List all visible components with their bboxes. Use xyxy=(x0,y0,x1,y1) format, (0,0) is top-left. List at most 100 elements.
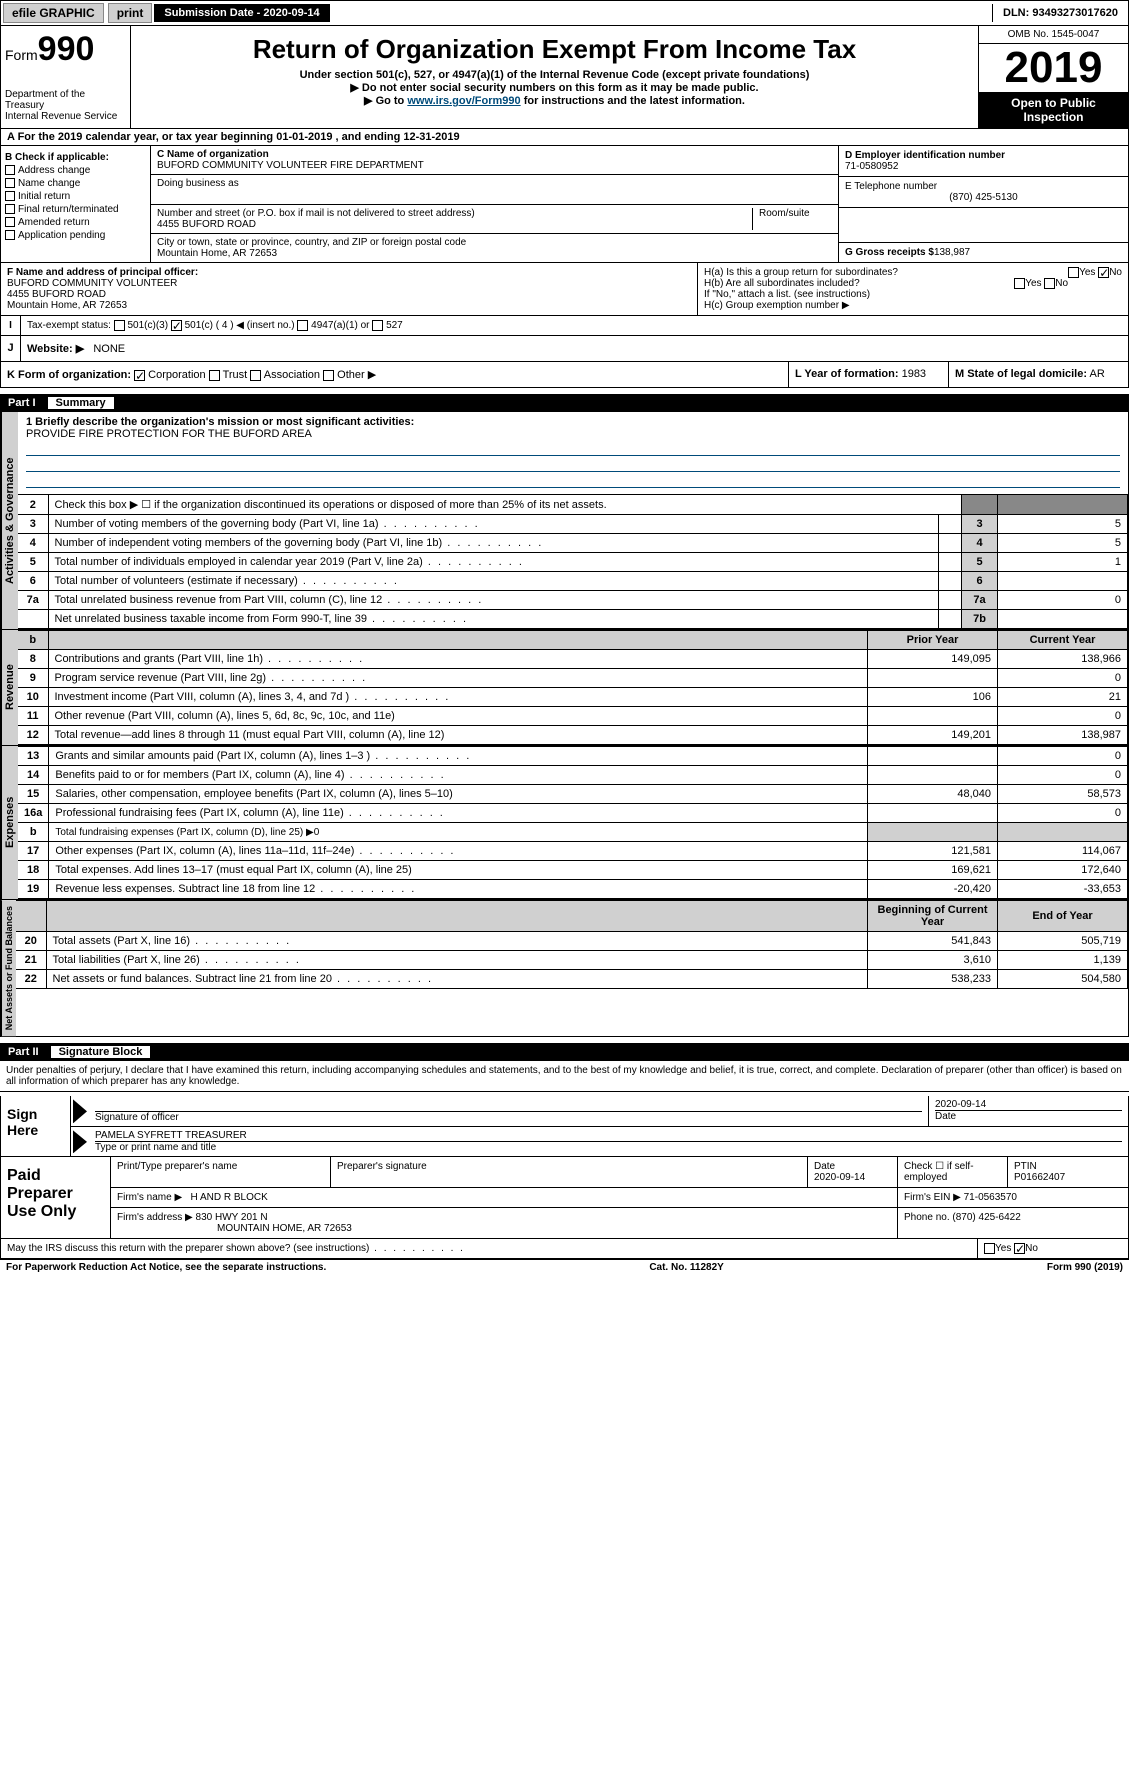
hb-yes-checkbox[interactable] xyxy=(1014,278,1025,289)
section-b-checks: B Check if applicable: Address change Na… xyxy=(1,146,151,262)
status-4947-checkbox[interactable] xyxy=(297,320,308,331)
table-row: 9Program service revenue (Part VIII, lin… xyxy=(18,669,1128,688)
street-label: Number and street (or P.O. box if mail i… xyxy=(157,208,752,219)
tax-year: 2019 xyxy=(979,44,1128,92)
print-name-label: Print/Type preparer's name xyxy=(111,1157,331,1187)
table-row: 6Total number of volunteers (estimate if… xyxy=(18,572,1128,591)
section-f-officer: F Name and address of principal officer:… xyxy=(1,263,698,315)
year-formation: 1983 xyxy=(902,368,926,380)
section-h: H(a) Is this a group return for subordin… xyxy=(698,263,1128,315)
sign-date-label: Date xyxy=(935,1110,1122,1122)
check-amended-return[interactable]: Amended return xyxy=(5,217,146,228)
ha-no-checkbox[interactable] xyxy=(1098,267,1109,278)
hb-no-checkbox[interactable] xyxy=(1044,278,1055,289)
arrow-icon xyxy=(73,1099,87,1123)
status-527-checkbox[interactable] xyxy=(372,320,383,331)
expenses-table: 13Grants and similar amounts paid (Part … xyxy=(18,746,1128,899)
type-print-label: Type or print name and title xyxy=(95,1141,1122,1153)
sign-here-section: Sign Here Signature of officer 2020-09-1… xyxy=(0,1096,1129,1157)
discuss-preparer-text: May the IRS discuss this return with the… xyxy=(7,1243,465,1254)
website-row: J Website: ▶ NONE xyxy=(0,336,1129,362)
table-row: 14Benefits paid to or for members (Part … xyxy=(18,766,1128,785)
check-application-pending[interactable]: Application pending xyxy=(5,230,146,241)
preparer-date: 2020-09-14 xyxy=(814,1172,865,1183)
korg-trust-checkbox[interactable] xyxy=(209,370,220,381)
check-name-change[interactable]: Name change xyxy=(5,178,146,189)
sign-date-value: 2020-09-14 xyxy=(935,1099,1122,1110)
korg-corp-checkbox[interactable] xyxy=(134,370,145,381)
side-label-governance: Activities & Governance xyxy=(1,412,18,629)
table-row: 7aTotal unrelated business revenue from … xyxy=(18,591,1128,610)
ha-row: H(a) Is this a group return for subordin… xyxy=(704,267,1122,278)
hb-note: If "No," attach a list. (see instruction… xyxy=(704,289,1122,300)
open-public-badge: Open to Public Inspection xyxy=(979,92,1128,128)
d-label: D Employer identification number xyxy=(845,150,1122,161)
preparer-sig-label: Preparer's signature xyxy=(331,1157,808,1187)
e-label: E Telephone number xyxy=(845,181,1122,192)
table-row: 12Total revenue—add lines 8 through 11 (… xyxy=(18,726,1128,745)
j-label: J xyxy=(1,336,21,361)
table-row: 13Grants and similar amounts paid (Part … xyxy=(18,747,1128,766)
i-label: I xyxy=(1,316,21,335)
header-left: Form990 Department of the Treasury Inter… xyxy=(1,26,131,128)
dln: DLN: 93493273017620 xyxy=(992,4,1128,22)
table-row: 21Total liabilities (Part X, line 26)3,6… xyxy=(16,951,1128,970)
section-c-name-address: C Name of organization BUFORD COMMUNITY … xyxy=(151,146,838,262)
paid-preparer-section: Paid Preparer Use Only Print/Type prepar… xyxy=(0,1157,1129,1260)
irs-link[interactable]: www.irs.gov/Form990 xyxy=(407,95,520,107)
side-label-expenses: Expenses xyxy=(1,746,18,899)
dept-label: Department of the Treasury xyxy=(5,89,126,111)
signature-declaration: Under penalties of perjury, I declare th… xyxy=(0,1061,1129,1092)
c-label: C Name of organization xyxy=(157,149,832,160)
table-row: 4Number of independent voting members of… xyxy=(18,534,1128,553)
governance-table: 2 Check this box ▶ ☐ if the organization… xyxy=(18,494,1128,629)
korg-assoc-checkbox[interactable] xyxy=(250,370,261,381)
entity-section: B Check if applicable: Address change Na… xyxy=(0,146,1129,263)
hb-row: H(b) Are all subordinates included? Yes … xyxy=(704,278,1122,289)
status-501c-checkbox[interactable] xyxy=(171,320,182,331)
table-row: 16aProfessional fundraising fees (Part I… xyxy=(18,804,1128,823)
g-label: G Gross receipts $ xyxy=(845,247,934,258)
efile-graphic-button[interactable]: efile GRAPHIC xyxy=(3,3,104,23)
check-final-return[interactable]: Final return/terminated xyxy=(5,204,146,215)
mission-text: PROVIDE FIRE PROTECTION FOR THE BUFORD A… xyxy=(26,428,1120,440)
ptin-value: P01662407 xyxy=(1014,1172,1065,1183)
print-button[interactable]: print xyxy=(108,3,153,23)
check-address-change[interactable]: Address change xyxy=(5,165,146,176)
city-value: Mountain Home, AR 72653 xyxy=(157,248,832,259)
status-501c3-checkbox[interactable] xyxy=(114,320,125,331)
discuss-no-checkbox[interactable] xyxy=(1014,1243,1025,1254)
room-suite-label: Room/suite xyxy=(752,208,832,230)
side-label-net-assets: Net Assets or Fund Balances xyxy=(1,900,16,1036)
korg-other-checkbox[interactable] xyxy=(323,370,334,381)
ha-yes-checkbox[interactable] xyxy=(1068,267,1079,278)
officer-name-title: PAMELA SYFRETT TREASURER xyxy=(95,1130,1122,1141)
section-d-e-g: D Employer identification number 71-0580… xyxy=(838,146,1128,262)
mission-block: 1 Briefly describe the organization's mi… xyxy=(18,412,1128,494)
discuss-yes-checkbox[interactable] xyxy=(984,1243,995,1254)
form-header: Form990 Department of the Treasury Inter… xyxy=(0,26,1129,129)
header-center: Return of Organization Exempt From Incom… xyxy=(131,26,978,128)
self-employed-check[interactable]: Check ☐ if self-employed xyxy=(898,1157,1008,1187)
irs-label: Internal Revenue Service xyxy=(5,111,126,122)
dba-label: Doing business as xyxy=(157,178,832,189)
website-value: NONE xyxy=(93,343,125,355)
table-row: 22Net assets or fund balances. Subtract … xyxy=(16,970,1128,989)
check-initial-return[interactable]: Initial return xyxy=(5,191,146,202)
hc-row: H(c) Group exemption number ▶ xyxy=(704,300,1122,311)
officer-h-section: F Name and address of principal officer:… xyxy=(0,263,1129,316)
table-header-row: Beginning of Current Year End of Year xyxy=(16,901,1128,932)
firm-phone-value: (870) 425-6422 xyxy=(952,1212,1020,1223)
table-row: 19Revenue less expenses. Subtract line 1… xyxy=(18,880,1128,899)
form-subtitle: Under section 501(c), 527, or 4947(a)(1)… xyxy=(139,69,970,81)
table-row: 18Total expenses. Add lines 13–17 (must … xyxy=(18,861,1128,880)
table-row: 8Contributions and grants (Part VIII, li… xyxy=(18,650,1128,669)
table-row: 2 Check this box ▶ ☐ if the organization… xyxy=(18,495,1128,515)
signature-of-officer-label: Signature of officer xyxy=(95,1111,922,1123)
period-row: A For the 2019 calendar year, or tax yea… xyxy=(0,129,1129,146)
firm-addr2: MOUNTAIN HOME, AR 72653 xyxy=(217,1223,352,1234)
firm-name-value: H AND R BLOCK xyxy=(191,1192,268,1203)
table-row: 17Other expenses (Part IX, column (A), l… xyxy=(18,842,1128,861)
gross-receipts-value: 138,987 xyxy=(934,247,970,258)
tax-exempt-status-row: I Tax-exempt status: 501(c)(3) 501(c) ( … xyxy=(0,316,1129,336)
